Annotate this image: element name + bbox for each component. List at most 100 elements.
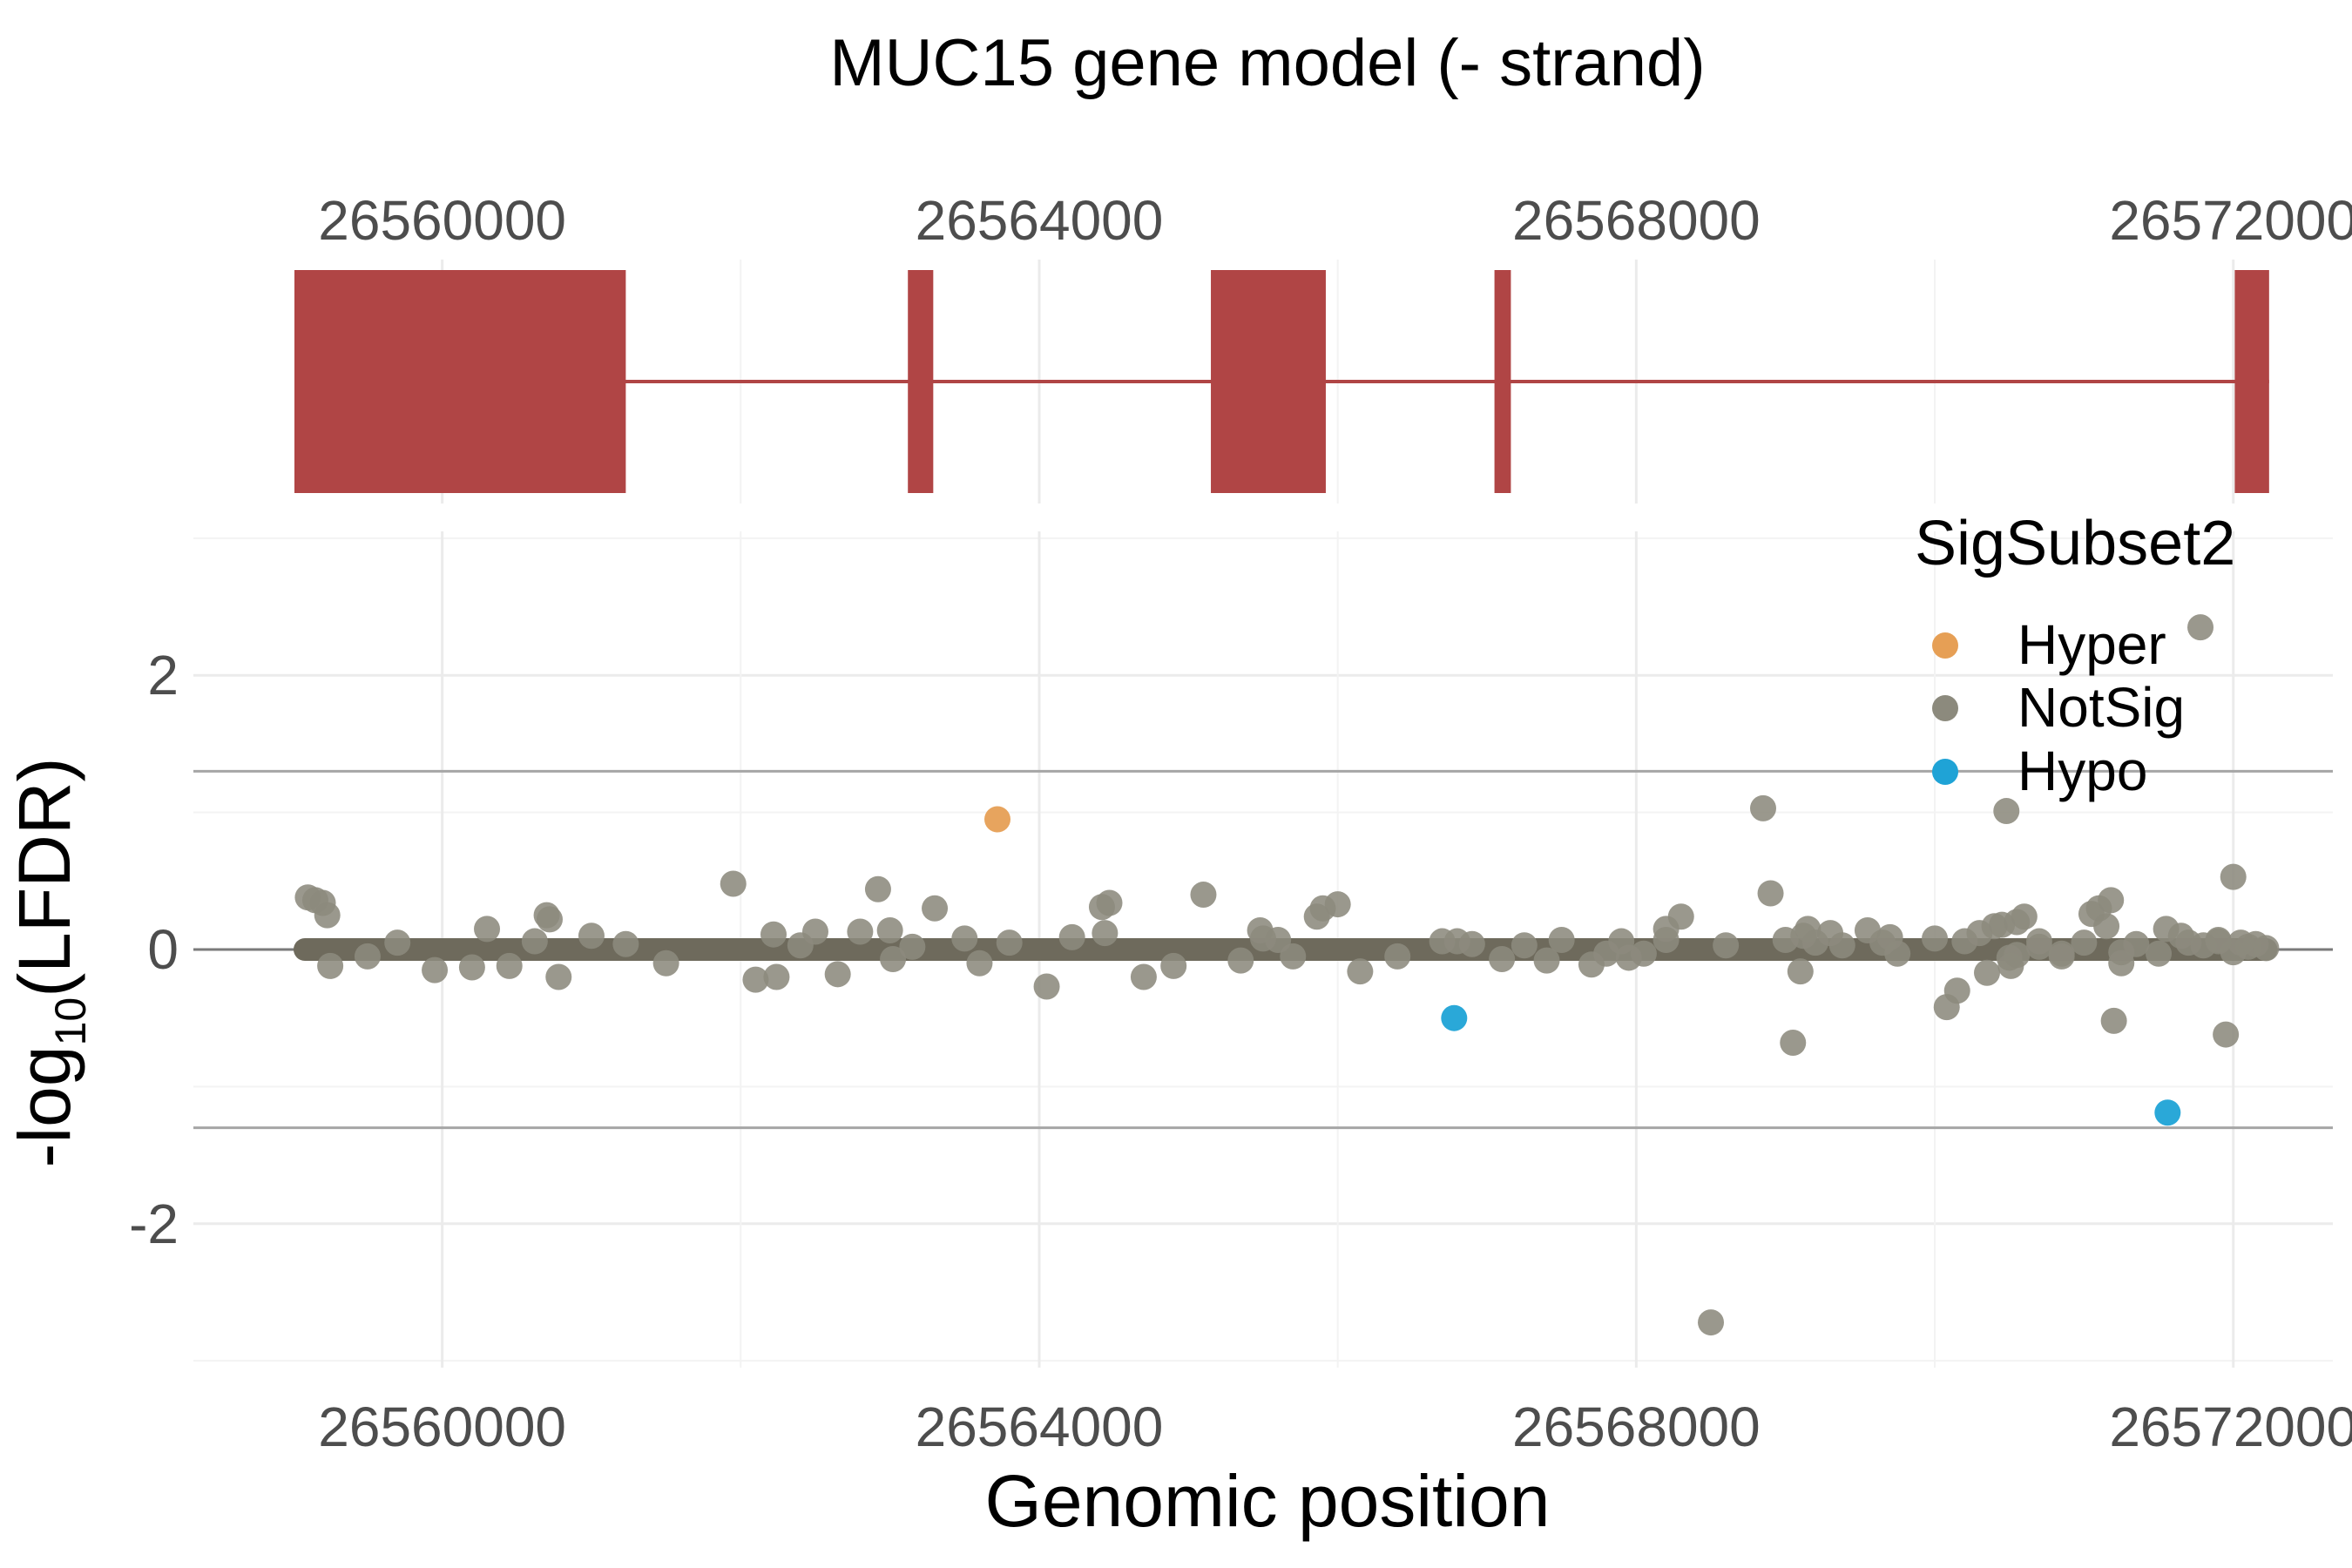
point-notsig xyxy=(1511,932,1538,959)
point-notsig xyxy=(801,918,828,945)
point-notsig xyxy=(1943,977,1970,1004)
point-notsig xyxy=(536,906,563,933)
point-notsig xyxy=(422,956,449,983)
gene-x-tick-label: 26564000 xyxy=(916,189,1164,252)
point-notsig xyxy=(996,929,1023,956)
legend: SigSubset2 Hyper NotSig Hypo xyxy=(1915,509,2235,802)
point-notsig xyxy=(1652,916,1680,943)
point-notsig xyxy=(2153,916,2180,943)
point-notsig xyxy=(847,918,874,945)
gene-x-tick-label: 26560000 xyxy=(318,189,566,252)
scatter-panel: 26560000 26564000 26568000 26572000 -2 0 2 xyxy=(129,531,2352,1458)
legend-key-hypo xyxy=(1932,759,1958,785)
x-tick-label: 26564000 xyxy=(916,1396,1164,1458)
exon-block xyxy=(2234,270,2269,493)
legend-label-hypo: Hypo xyxy=(2017,740,2147,802)
point-notsig xyxy=(1384,943,1411,970)
point-notsig xyxy=(2213,1021,2240,1048)
point-notsig xyxy=(876,916,903,943)
point-notsig xyxy=(1780,1030,1807,1057)
gene-model-panel: 26560000 26564000 26568000 26572000 xyxy=(294,189,2352,504)
point-notsig xyxy=(317,952,344,979)
point-notsig xyxy=(880,946,907,973)
point-notsig xyxy=(314,902,341,929)
gene-x-tick-label: 26568000 xyxy=(1512,189,1761,252)
legend-title: SigSubset2 xyxy=(1915,509,2235,578)
point-notsig xyxy=(1884,940,1911,967)
point-notsig xyxy=(1489,946,1516,973)
scatter-x-ticks: 26560000 26564000 26568000 26572000 xyxy=(318,1396,2352,1458)
x-tick-label: 26568000 xyxy=(1512,1396,1761,1458)
y-tick-label: 2 xyxy=(147,644,179,706)
y-tick-label: -2 xyxy=(129,1193,179,1255)
point-notsig xyxy=(2146,940,2173,967)
point-notsig xyxy=(2048,940,2075,967)
point-notsig xyxy=(1058,923,1085,950)
point-notsig xyxy=(2025,933,2052,960)
point-notsig xyxy=(1974,959,2001,986)
point-notsig xyxy=(763,963,790,990)
point-notsig xyxy=(1757,880,1784,907)
point-notsig xyxy=(2108,939,2135,966)
point-hypo xyxy=(2154,1099,2181,1126)
point-notsig xyxy=(824,961,851,988)
point-notsig xyxy=(1280,943,1307,970)
point-notsig xyxy=(612,930,639,957)
exon-block xyxy=(1211,270,1326,493)
point-notsig xyxy=(521,928,548,955)
point-notsig xyxy=(458,954,485,981)
point-notsig xyxy=(1458,930,1485,957)
chart-title: MUC15 gene model (- strand) xyxy=(829,26,1705,100)
point-notsig xyxy=(1801,929,1828,956)
gene-x-tick-label: 26572000 xyxy=(2109,189,2352,252)
gene-model-x-ticks: 26560000 26564000 26568000 26572000 xyxy=(318,189,2352,252)
point-notsig xyxy=(1922,925,1949,952)
point-notsig xyxy=(951,925,978,952)
scatter-y-ticks: -2 0 2 xyxy=(129,644,179,1255)
point-notsig xyxy=(1951,928,1978,955)
point-notsig xyxy=(1160,952,1187,979)
exon-block xyxy=(908,270,934,493)
point-notsig xyxy=(760,921,787,948)
gene-model-shapes xyxy=(294,270,2269,493)
x-axis-title: Genomic position xyxy=(985,1460,1551,1542)
point-notsig xyxy=(1787,958,1814,985)
point-notsig xyxy=(742,966,769,993)
point-hypo xyxy=(1441,1004,1468,1031)
point-notsig xyxy=(1997,952,2024,979)
point-notsig xyxy=(966,950,993,977)
point-notsig xyxy=(1828,932,1855,959)
y-axis-title: -log10(LFDR) xyxy=(3,758,95,1168)
point-notsig xyxy=(1698,1309,1725,1336)
point-notsig xyxy=(2011,903,2038,930)
point-notsig xyxy=(2253,935,2280,962)
point-notsig xyxy=(2220,863,2247,890)
point-notsig xyxy=(899,933,926,960)
point-notsig xyxy=(1989,911,2016,938)
legend-key-notsig xyxy=(1932,695,1958,721)
point-notsig xyxy=(1190,882,1217,909)
point-notsig xyxy=(720,870,747,897)
exon-block xyxy=(294,270,626,493)
point-notsig xyxy=(1092,920,1119,947)
point-notsig xyxy=(1533,947,1560,974)
legend-label-hyper: Hyper xyxy=(2017,613,2166,676)
point-notsig xyxy=(652,950,679,977)
point-hyper xyxy=(984,806,1011,833)
point-notsig xyxy=(2071,929,2098,956)
point-notsig xyxy=(1130,963,1157,990)
y-tick-label: 0 xyxy=(147,918,179,981)
point-notsig xyxy=(578,923,605,950)
scatter-points xyxy=(293,614,2280,1336)
x-tick-label: 26572000 xyxy=(2109,1396,2352,1458)
point-notsig xyxy=(922,895,949,922)
point-notsig xyxy=(1749,794,1776,821)
point-notsig xyxy=(354,943,381,970)
point-notsig xyxy=(1548,926,1575,953)
point-notsig xyxy=(2205,926,2232,953)
point-notsig xyxy=(474,916,501,943)
point-notsig xyxy=(1615,944,1642,971)
point-notsig xyxy=(2100,1007,2127,1034)
point-notsig xyxy=(384,929,411,956)
